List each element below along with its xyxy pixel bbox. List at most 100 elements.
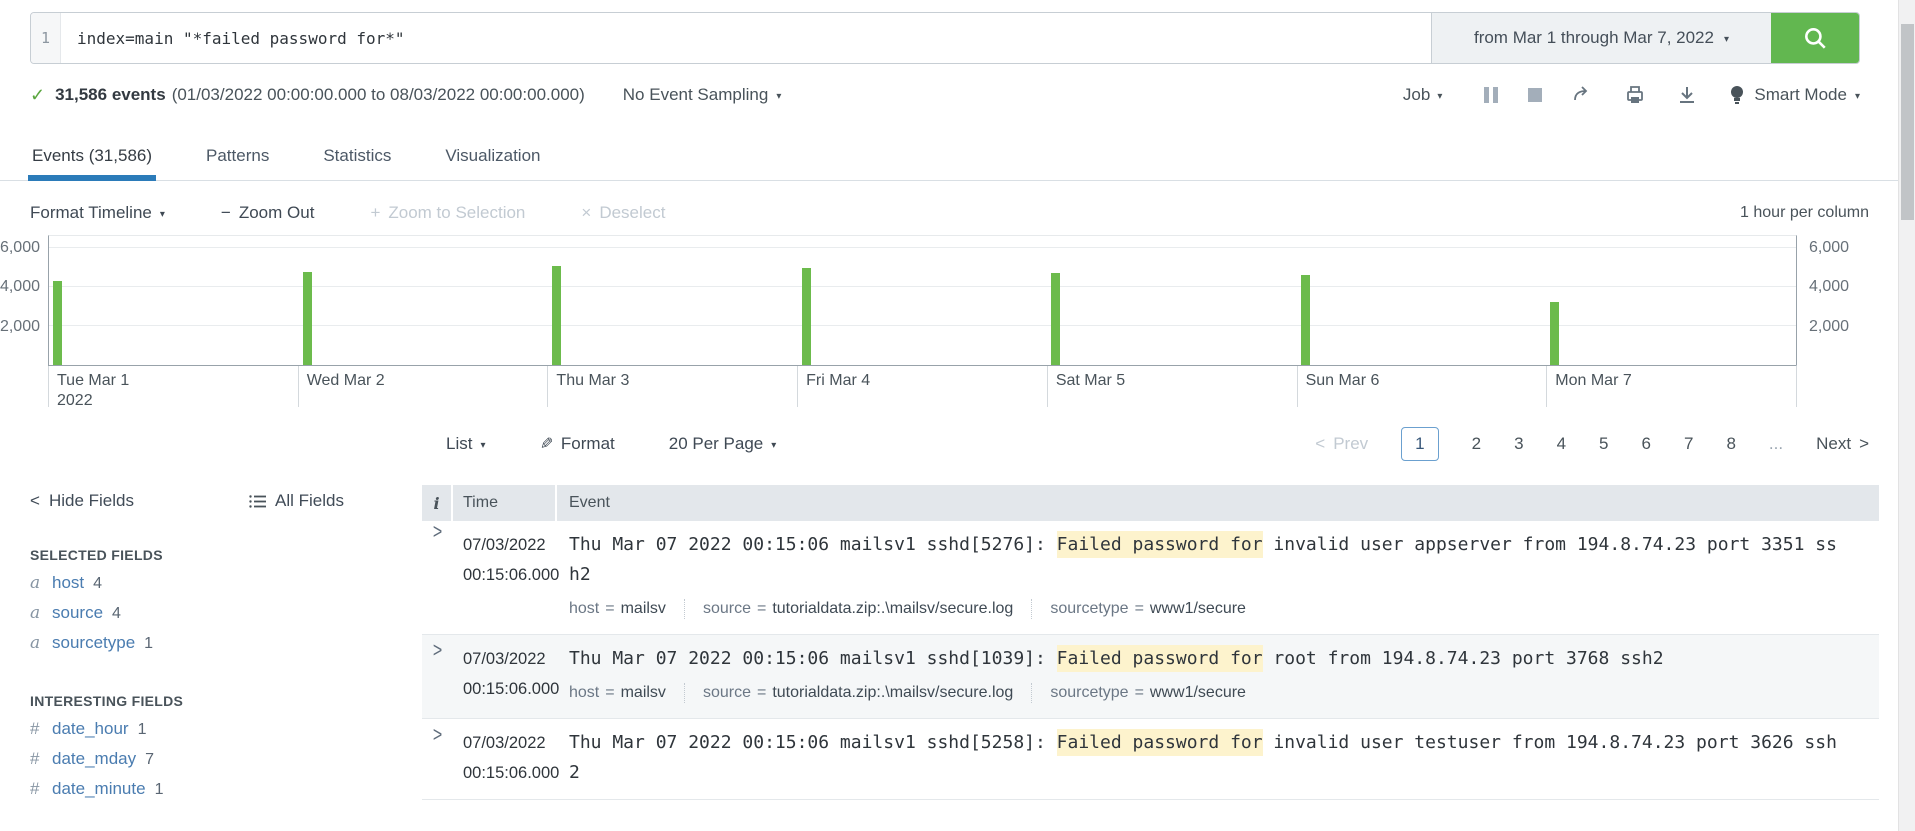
expand-chevron-icon[interactable]: >: [433, 522, 442, 636]
page-button-7[interactable]: 7: [1684, 434, 1693, 454]
page-button-1[interactable]: 1: [1401, 427, 1438, 461]
all-fields-button[interactable]: All Fields: [249, 491, 344, 511]
list-view-dropdown[interactable]: List ▾: [446, 434, 486, 454]
x-axis-label: Tue Mar 12022: [57, 371, 129, 411]
column-header-time[interactable]: Time: [453, 485, 557, 521]
highlighted-match: Failed password for: [1057, 729, 1263, 756]
event-time: 07/03/2022 00:15:06.000: [453, 728, 557, 788]
pencil-icon: ✎: [540, 434, 553, 454]
timeline-bar[interactable]: [303, 272, 312, 365]
pause-button[interactable]: [1484, 87, 1498, 103]
event-time: 07/03/2022 00:15:06.000: [453, 644, 557, 707]
field-item-date-hour[interactable]: # date_hour 1: [30, 719, 422, 749]
events-table: i Time Event > 07/03/2022 00:15:06.000 T…: [422, 485, 1879, 811]
chevron-left-icon: <: [1315, 434, 1325, 454]
x-axis-label: Mon Mar 7: [1555, 371, 1631, 391]
timeline-bar[interactable]: [1550, 302, 1559, 365]
field-item-date-minute[interactable]: # date_minute 1: [30, 779, 422, 809]
y-axis-tick-label: 4,000: [0, 278, 40, 296]
page-button-6[interactable]: 6: [1642, 434, 1651, 454]
pagination-ellipsis: ...: [1769, 434, 1783, 454]
vertical-scrollbar[interactable]: [1898, 0, 1915, 831]
y-axis-tick-label: 6,000: [0, 239, 40, 257]
column-header-event: Event: [557, 485, 1879, 521]
page-button-2[interactable]: 2: [1472, 434, 1481, 454]
event-raw-text: Thu Mar 07 2022 00:15:06 mailsv1 sshd[52…: [569, 728, 1839, 788]
expand-chevron-icon[interactable]: >: [433, 640, 442, 715]
y-axis-tick-label: 2,000: [0, 318, 40, 336]
per-page-dropdown[interactable]: 20 Per Page ▾: [669, 434, 777, 454]
caret-down-icon: ▾: [160, 209, 165, 220]
stop-button[interactable]: [1528, 88, 1542, 102]
prev-page-button: < Prev: [1315, 434, 1368, 454]
tab-events[interactable]: Events (31,586): [30, 131, 154, 180]
results-toolbar: List ▾ ✎ Format 20 Per Page ▾ < Prev 1 2…: [0, 425, 1915, 463]
next-page-button[interactable]: Next >: [1816, 434, 1869, 454]
x-axis-label: Thu Mar 3: [556, 371, 629, 391]
status-bar: ✓ 31,586 events (01/03/2022 00:00:00.000…: [0, 79, 1915, 111]
event-sampling-dropdown[interactable]: No Event Sampling ▾: [623, 85, 782, 105]
share-icon[interactable]: [1572, 84, 1594, 106]
lightbulb-icon: [1728, 84, 1746, 106]
search-bar: 1 index=main "*failed password for*" fro…: [30, 12, 1860, 64]
x-axis-label: Sat Mar 5: [1056, 371, 1125, 391]
x-icon: ×: [581, 203, 591, 223]
timeline-plot[interactable]: [48, 235, 1797, 365]
tab-patterns[interactable]: Patterns: [204, 131, 271, 180]
tab-bar: Events (31,586) Patterns Statistics Visu…: [0, 131, 1915, 181]
field-value-link[interactable]: mailsv: [621, 684, 666, 702]
field-item-source[interactable]: a source 4: [30, 603, 422, 633]
list-icon: [249, 494, 266, 509]
page-button-5[interactable]: 5: [1599, 434, 1608, 454]
zoom-out-button[interactable]: − Zoom Out: [221, 203, 315, 223]
caret-down-icon: ▾: [776, 91, 781, 102]
time-range-picker[interactable]: from Mar 1 through Mar 7, 2022 ▾: [1431, 13, 1771, 63]
time-range-label: from Mar 1 through Mar 7, 2022: [1474, 28, 1714, 48]
timeline-xaxis: Tue Mar 12022Wed Mar 2Thu Mar 3Fri Mar 4…: [48, 365, 1797, 407]
format-button[interactable]: ✎ Format: [540, 434, 615, 454]
timeline-bar[interactable]: [53, 281, 62, 365]
page-button-3[interactable]: 3: [1514, 434, 1523, 454]
tab-visualization[interactable]: Visualization: [443, 131, 542, 180]
job-menu[interactable]: Job ▾: [1403, 85, 1442, 105]
event-time-span: (01/03/2022 00:00:00.000 to 08/03/2022 0…: [172, 85, 585, 105]
x-axis-label: Sun Mar 6: [1306, 371, 1380, 391]
tab-statistics[interactable]: Statistics: [321, 131, 393, 180]
success-check-icon: ✓: [30, 85, 45, 106]
highlighted-match: Failed password for: [1057, 531, 1263, 558]
timeline-bar[interactable]: [552, 266, 561, 365]
field-value-link[interactable]: tutorialdata.zip:.\mailsv/secure.log: [772, 600, 1013, 618]
scrollbar-thumb[interactable]: [1901, 24, 1914, 220]
field-item-date-mday[interactable]: # date_mday 7: [30, 749, 422, 779]
search-mode-dropdown[interactable]: Smart Mode ▾: [1728, 84, 1860, 106]
page-button-4[interactable]: 4: [1557, 434, 1566, 454]
caret-down-icon: ▾: [1437, 91, 1442, 102]
expand-chevron-icon[interactable]: >: [433, 725, 442, 797]
page-button-8[interactable]: 8: [1726, 434, 1735, 454]
print-icon[interactable]: [1624, 84, 1646, 106]
search-button[interactable]: [1771, 13, 1859, 63]
search-section: 1 index=main "*failed password for*" fro…: [0, 0, 1915, 64]
timeline-bar[interactable]: [802, 268, 811, 365]
caret-down-icon: ▾: [480, 440, 485, 451]
field-value-link[interactable]: www1/secure: [1150, 684, 1246, 702]
field-item-host[interactable]: a host 4: [30, 573, 422, 603]
field-value-link[interactable]: tutorialdata.zip:.\mailsv/secure.log: [772, 684, 1013, 702]
chevron-left-icon: <: [30, 491, 40, 511]
event-time: 07/03/2022 00:15:06.000: [453, 530, 557, 623]
y-axis-tick-label: 2,000: [1809, 318, 1849, 336]
field-item-sourcetype[interactable]: a sourcetype 1: [30, 633, 422, 663]
field-value-link[interactable]: www1/secure: [1150, 600, 1246, 618]
hide-fields-button[interactable]: < Hide Fields: [30, 491, 134, 511]
download-icon[interactable]: [1676, 84, 1698, 106]
highlighted-match: Failed password for: [1057, 645, 1263, 672]
timeline-bar[interactable]: [1051, 273, 1060, 365]
format-timeline-dropdown[interactable]: Format Timeline ▾: [30, 203, 165, 223]
column-header-info: i: [422, 485, 453, 521]
field-value-link[interactable]: mailsv: [621, 600, 666, 618]
search-icon: [1802, 25, 1828, 51]
y-axis-tick-label: 6,000: [1809, 239, 1849, 257]
timeline-bar[interactable]: [1301, 275, 1310, 365]
search-query-input[interactable]: index=main "*failed password for*": [61, 13, 1431, 63]
event-raw-text: Thu Mar 07 2022 00:15:06 mailsv1 sshd[10…: [569, 644, 1839, 674]
